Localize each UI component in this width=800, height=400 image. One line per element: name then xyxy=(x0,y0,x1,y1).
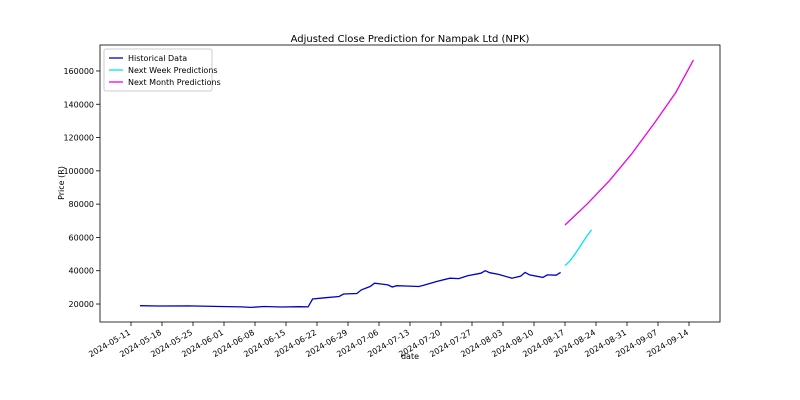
y-tick-label: 160000 xyxy=(63,67,94,76)
legend-label: Historical Data xyxy=(128,54,187,63)
legend-label: Next Month Predictions xyxy=(128,78,221,87)
plot-frame xyxy=(99,44,721,323)
y-tick-label: 20000 xyxy=(69,300,94,309)
series-line xyxy=(139,269,561,309)
y-axis-label: Price (R) xyxy=(57,166,66,200)
chart-title: Adjusted Close Prediction for Nampak Ltd… xyxy=(291,34,530,45)
y-tick-label: 80000 xyxy=(69,200,94,209)
y-tick-label: 60000 xyxy=(69,233,94,242)
legend-box xyxy=(103,48,213,92)
series-line xyxy=(564,229,593,267)
y-tick-label: 100000 xyxy=(63,167,94,176)
y-tick-label: 140000 xyxy=(63,100,94,109)
y-tick-label: 120000 xyxy=(63,134,94,143)
x-axis-label: date xyxy=(401,352,419,361)
series-line xyxy=(564,59,694,226)
y-tick-label: 40000 xyxy=(69,267,94,276)
legend-label: Next Week Predictions xyxy=(128,66,218,75)
legend: Historical Data Next Week Predictions Next… xyxy=(103,48,221,92)
